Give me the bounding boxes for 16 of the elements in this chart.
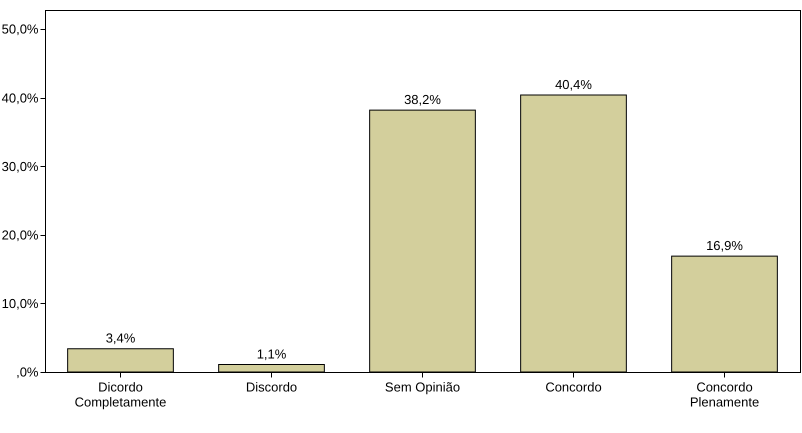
x-tick-label: Concordo Plenamente xyxy=(690,380,760,410)
y-tick-label: 40,0% xyxy=(2,90,39,106)
data-label: 1,1% xyxy=(256,346,287,362)
x-tick-label: Sem Opinião xyxy=(384,380,460,394)
x-tick-label: Discordo xyxy=(246,380,298,394)
x-tick-label: Concordo xyxy=(545,380,602,394)
data-label: 16,9% xyxy=(706,238,744,254)
y-tick-label: 10,0% xyxy=(2,296,39,311)
data-label: 38,2% xyxy=(404,92,442,108)
y-tick-label: 50,0% xyxy=(2,22,39,37)
x-tick-label: Dicordo Completamente xyxy=(74,380,166,410)
y-tick-label: 20,0% xyxy=(2,227,39,242)
data-label: 40,4% xyxy=(555,77,592,92)
y-tick-label: ,0% xyxy=(16,364,39,380)
y-tick-label: 30,0% xyxy=(2,158,39,174)
data-label: 3,4% xyxy=(106,330,136,346)
